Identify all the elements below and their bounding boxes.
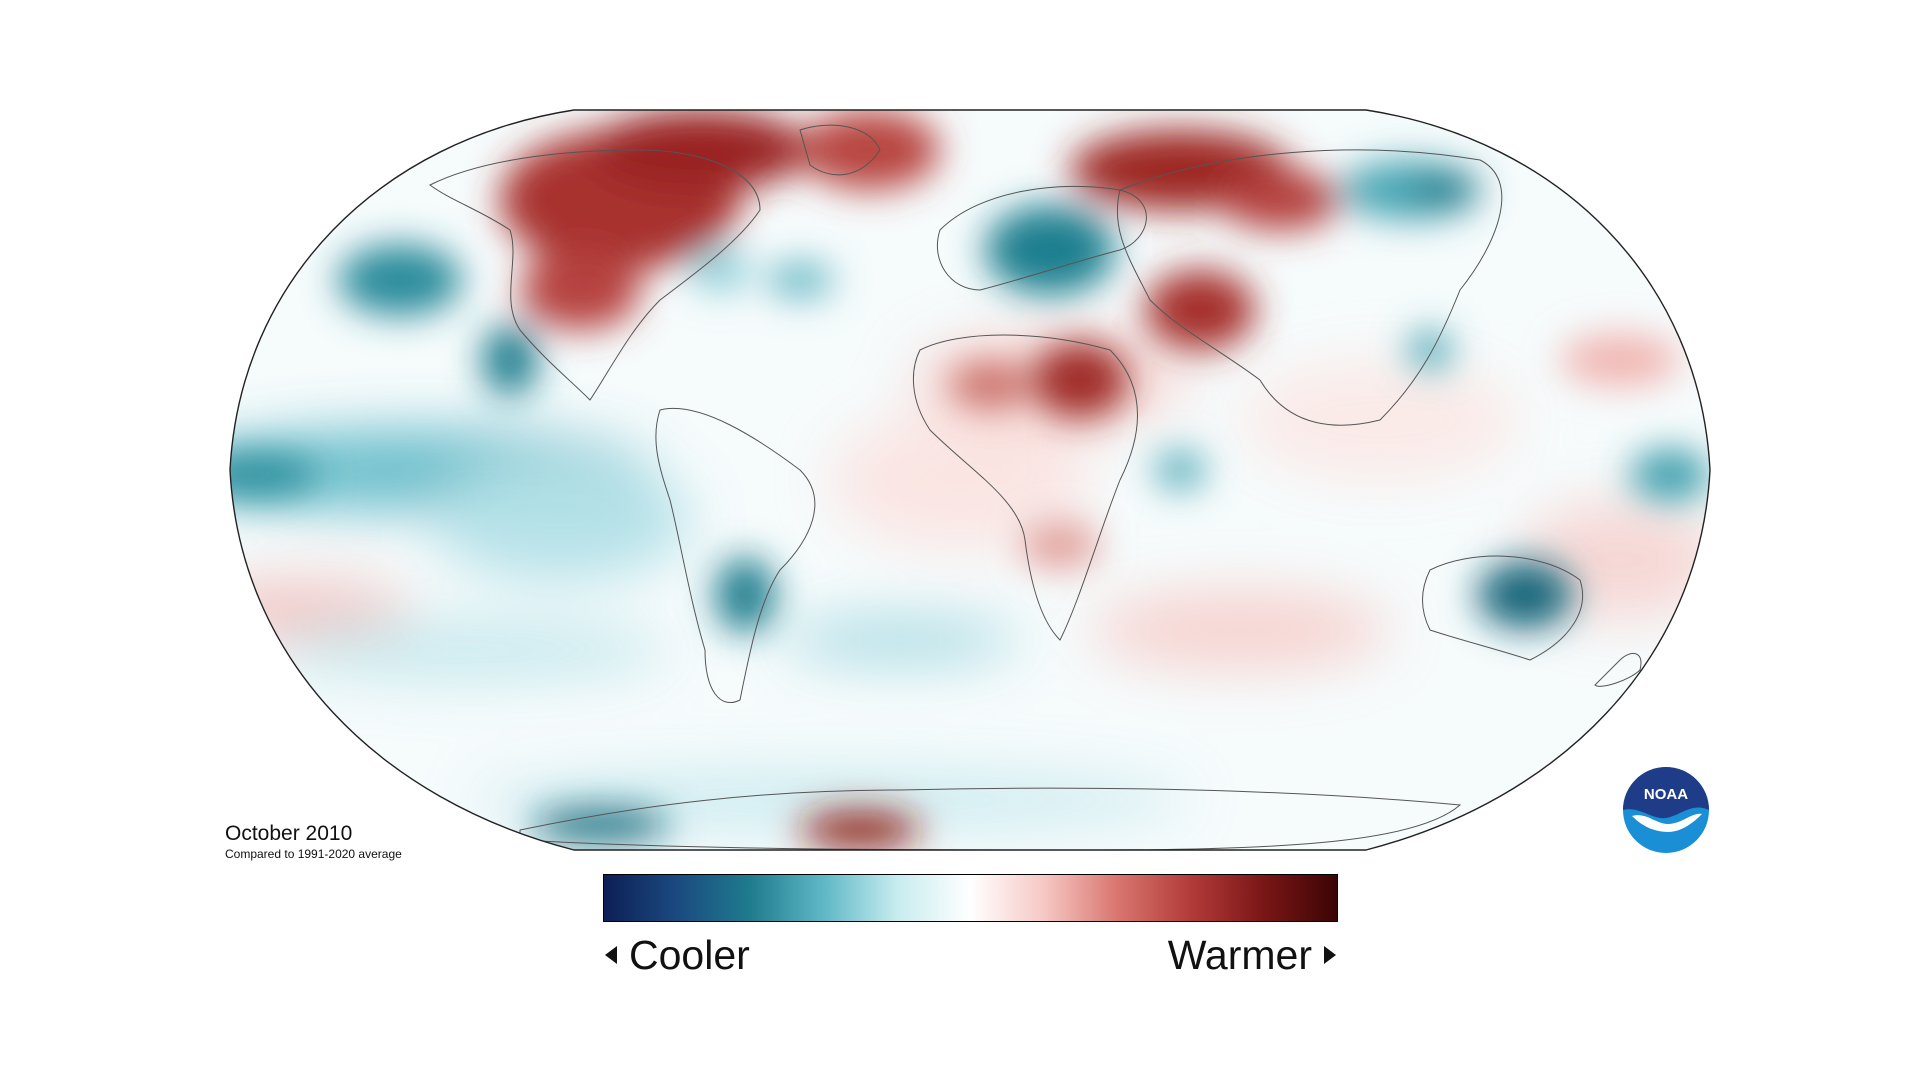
north-america-outline — [429, 149, 761, 401]
triangle-left-icon — [605, 946, 617, 964]
north-pacific-warm-east — [1560, 334, 1680, 386]
north-pacific-cool — [338, 244, 462, 316]
south-atlantic-cool — [780, 616, 1020, 664]
us-west-warm — [520, 250, 640, 330]
map-title: October 2010 — [225, 822, 353, 845]
antarctica-outline — [519, 787, 1462, 850]
color-legend: Cooler Warmer — [603, 874, 1338, 982]
indian-ocean-warm — [1090, 590, 1390, 670]
pacific-equator-cool-west — [230, 453, 320, 497]
pacific-equator-cool-east — [1630, 449, 1710, 501]
caspian-warm — [1145, 270, 1255, 350]
noaa-logo-icon: NOAA — [1623, 767, 1709, 853]
antarctic-cool-west — [530, 809, 670, 841]
colorbar-gradient — [603, 874, 1338, 922]
cooler-label-group: Cooler — [605, 930, 750, 980]
warmer-label: Warmer — [1167, 932, 1312, 978]
europe-russia-cool — [985, 205, 1115, 295]
east-china-cool — [1408, 330, 1452, 370]
globe-border — [229, 109, 1711, 851]
atlantic-cool-spot — [766, 262, 834, 298]
hudson-cool — [690, 248, 750, 292]
indian-ocean-cool-spot — [1154, 450, 1206, 490]
south-pacific-cool — [270, 620, 670, 680]
map-subtitle: Compared to 1991-2020 average — [225, 847, 402, 861]
australia-cool — [1477, 561, 1573, 629]
baja-cool — [482, 324, 538, 396]
europe-outline — [936, 185, 1147, 291]
africa-outline — [912, 334, 1138, 641]
greenland-warm — [800, 110, 940, 190]
greenland-outline — [799, 124, 881, 176]
legend-labels: Cooler Warmer — [603, 930, 1338, 982]
cooler-label: Cooler — [629, 932, 750, 978]
new-zealand-outline — [1594, 652, 1642, 687]
pacific-cool-band — [430, 460, 690, 580]
logo-bird-wing — [1632, 813, 1702, 832]
south-america-outline — [655, 408, 816, 703]
triangle-right-icon — [1324, 946, 1336, 964]
logo-text: NOAA — [1644, 786, 1688, 803]
west-africa-warm — [950, 363, 1030, 407]
kamchatka-cool — [1410, 176, 1480, 204]
logo-top-half — [1623, 767, 1709, 819]
arctic-canada-warm — [590, 110, 810, 190]
asia-outline — [1116, 149, 1503, 426]
sahara-warm — [1032, 342, 1128, 418]
atlantic-warm-tint — [830, 410, 1090, 550]
coastlines — [429, 124, 1642, 850]
central-asia-warm — [1220, 170, 1340, 230]
warmer-label-group: Warmer — [1168, 930, 1336, 980]
south-america-cool — [715, 557, 775, 633]
anomaly-field — [230, 110, 1710, 850]
southern-africa-warm — [1020, 521, 1100, 569]
antarctic-warm — [800, 812, 920, 848]
caption: October 2010 Compared to 1991-2020 avera… — [225, 822, 402, 862]
australia-outline — [1422, 555, 1584, 661]
